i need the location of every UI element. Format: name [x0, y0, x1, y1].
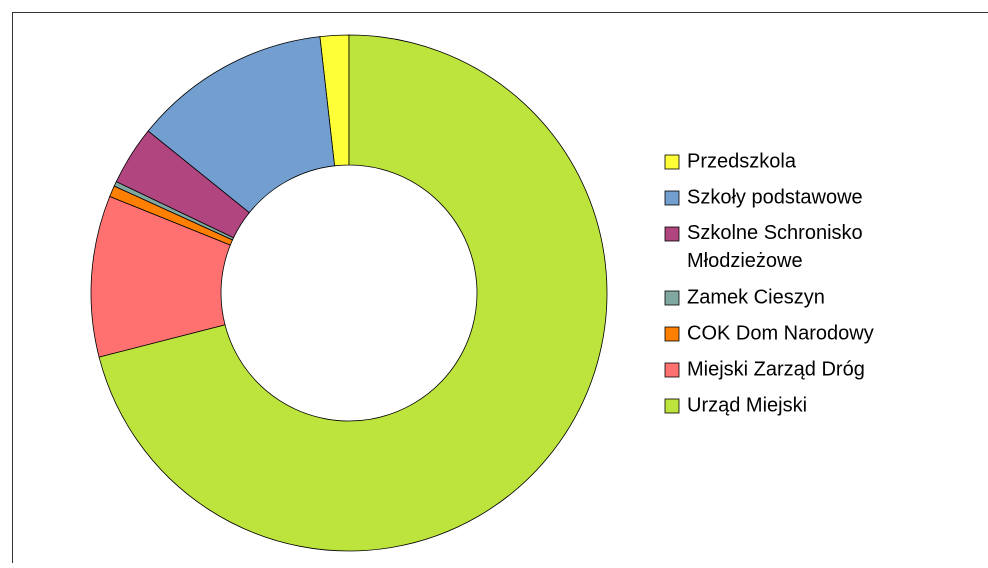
legend-swatch: [665, 227, 679, 241]
legend-swatch: [665, 191, 679, 205]
legend-swatch: [665, 155, 679, 169]
legend-label: Szkoły podstawowe: [687, 186, 863, 208]
legend-label: COK Dom Narodowy: [687, 322, 874, 344]
legend-swatch: [665, 291, 679, 305]
legend-swatch: [665, 399, 679, 413]
legend-label: Urząd Miejski: [687, 394, 807, 416]
legend-swatch: [665, 363, 679, 377]
legend-label: Miejski Zarząd Dróg: [687, 358, 865, 380]
legend-label: Przedszkola: [687, 150, 797, 172]
legend-label: Zamek Cieszyn: [687, 286, 825, 308]
legend-swatch: [665, 327, 679, 341]
